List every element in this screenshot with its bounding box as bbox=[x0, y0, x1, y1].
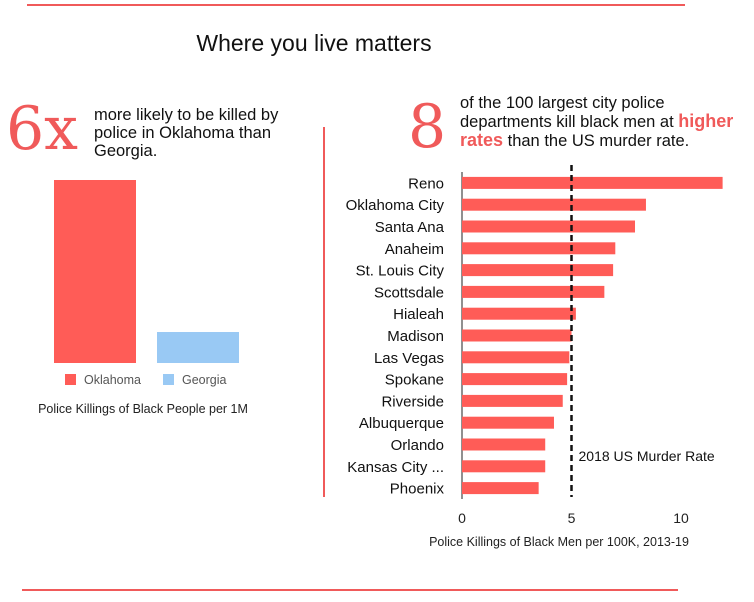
right-stat-text: of the 100 largest city police departmen… bbox=[460, 94, 740, 150]
bar-reno bbox=[462, 176, 723, 189]
panel-divider bbox=[323, 127, 325, 497]
category-label: Scottsdale bbox=[374, 284, 444, 301]
top-rule bbox=[27, 4, 685, 6]
bar-st-louis-city bbox=[462, 264, 614, 277]
category-label: Phoenix bbox=[390, 481, 445, 498]
category-label: Spokane bbox=[385, 372, 444, 389]
category-label: St. Louis City bbox=[356, 263, 445, 280]
bar-las-vegas bbox=[462, 351, 570, 364]
legend-swatch-oklahoma bbox=[65, 374, 76, 385]
legend-label-georgia: Georgia bbox=[182, 373, 227, 387]
right-text-post: than the US murder rate. bbox=[507, 132, 690, 150]
x-tick-label: 0 bbox=[458, 510, 466, 526]
category-label: Santa Ana bbox=[375, 219, 445, 236]
legend-swatch-georgia bbox=[163, 374, 174, 385]
bar-phoenix bbox=[462, 482, 539, 495]
bar-hialeah bbox=[462, 307, 576, 320]
category-label: Anaheim bbox=[385, 241, 444, 258]
x-tick-label: 10 bbox=[673, 510, 689, 526]
bar-scottsdale bbox=[462, 285, 605, 298]
left-stat-text: more likely to be killed by police in Ok… bbox=[94, 106, 279, 160]
state-comparison-chart: Oklahoma Georgia Police Killings of Black … bbox=[38, 180, 248, 416]
x-tick-label: 5 bbox=[568, 510, 576, 526]
category-label: Reno bbox=[408, 175, 444, 192]
category-label: Kansas City ... bbox=[347, 459, 444, 476]
bar-riverside bbox=[462, 394, 563, 407]
right-text-pre: of the 100 largest city police departmen… bbox=[460, 94, 674, 131]
right-text-highlight: higher rates bbox=[460, 111, 734, 150]
category-label: Oklahoma City bbox=[346, 197, 445, 214]
bar-georgia bbox=[157, 332, 239, 363]
category-label: Las Vegas bbox=[374, 350, 444, 367]
category-label: Albuquerque bbox=[359, 415, 444, 432]
murder-rate-label: 2018 US Murder Rate bbox=[579, 448, 715, 464]
left-stat: 6x bbox=[6, 94, 79, 164]
right-stat: 8 bbox=[408, 92, 447, 162]
category-label: Riverside bbox=[381, 393, 444, 410]
bar-anaheim bbox=[462, 242, 616, 255]
bar-oklahoma-city bbox=[462, 198, 646, 211]
left-chart-xlabel: Police Killings of Black People per 1M bbox=[38, 402, 248, 416]
legend-label-oklahoma: Oklahoma bbox=[84, 373, 141, 387]
bar-santa-ana bbox=[462, 220, 636, 233]
bar-kansas-city bbox=[462, 460, 546, 473]
category-label: Madison bbox=[387, 328, 444, 345]
category-label: Hialeah bbox=[393, 306, 444, 323]
bottom-rule bbox=[22, 589, 678, 591]
city-bar-chart: Reno Oklahoma City Santa Ana Anaheim St. Lou… bbox=[346, 165, 723, 549]
bar-madison bbox=[462, 329, 572, 342]
page-title: Where you live matters bbox=[196, 30, 432, 56]
bar-albuquerque bbox=[462, 416, 554, 429]
bar-oklahoma bbox=[54, 180, 136, 363]
bar-orlando bbox=[462, 438, 546, 451]
category-label: Orlando bbox=[391, 437, 444, 454]
bar-spokane bbox=[462, 373, 568, 386]
right-chart-xlabel: Police Killings of Black Men per 100K, 2… bbox=[429, 535, 689, 549]
